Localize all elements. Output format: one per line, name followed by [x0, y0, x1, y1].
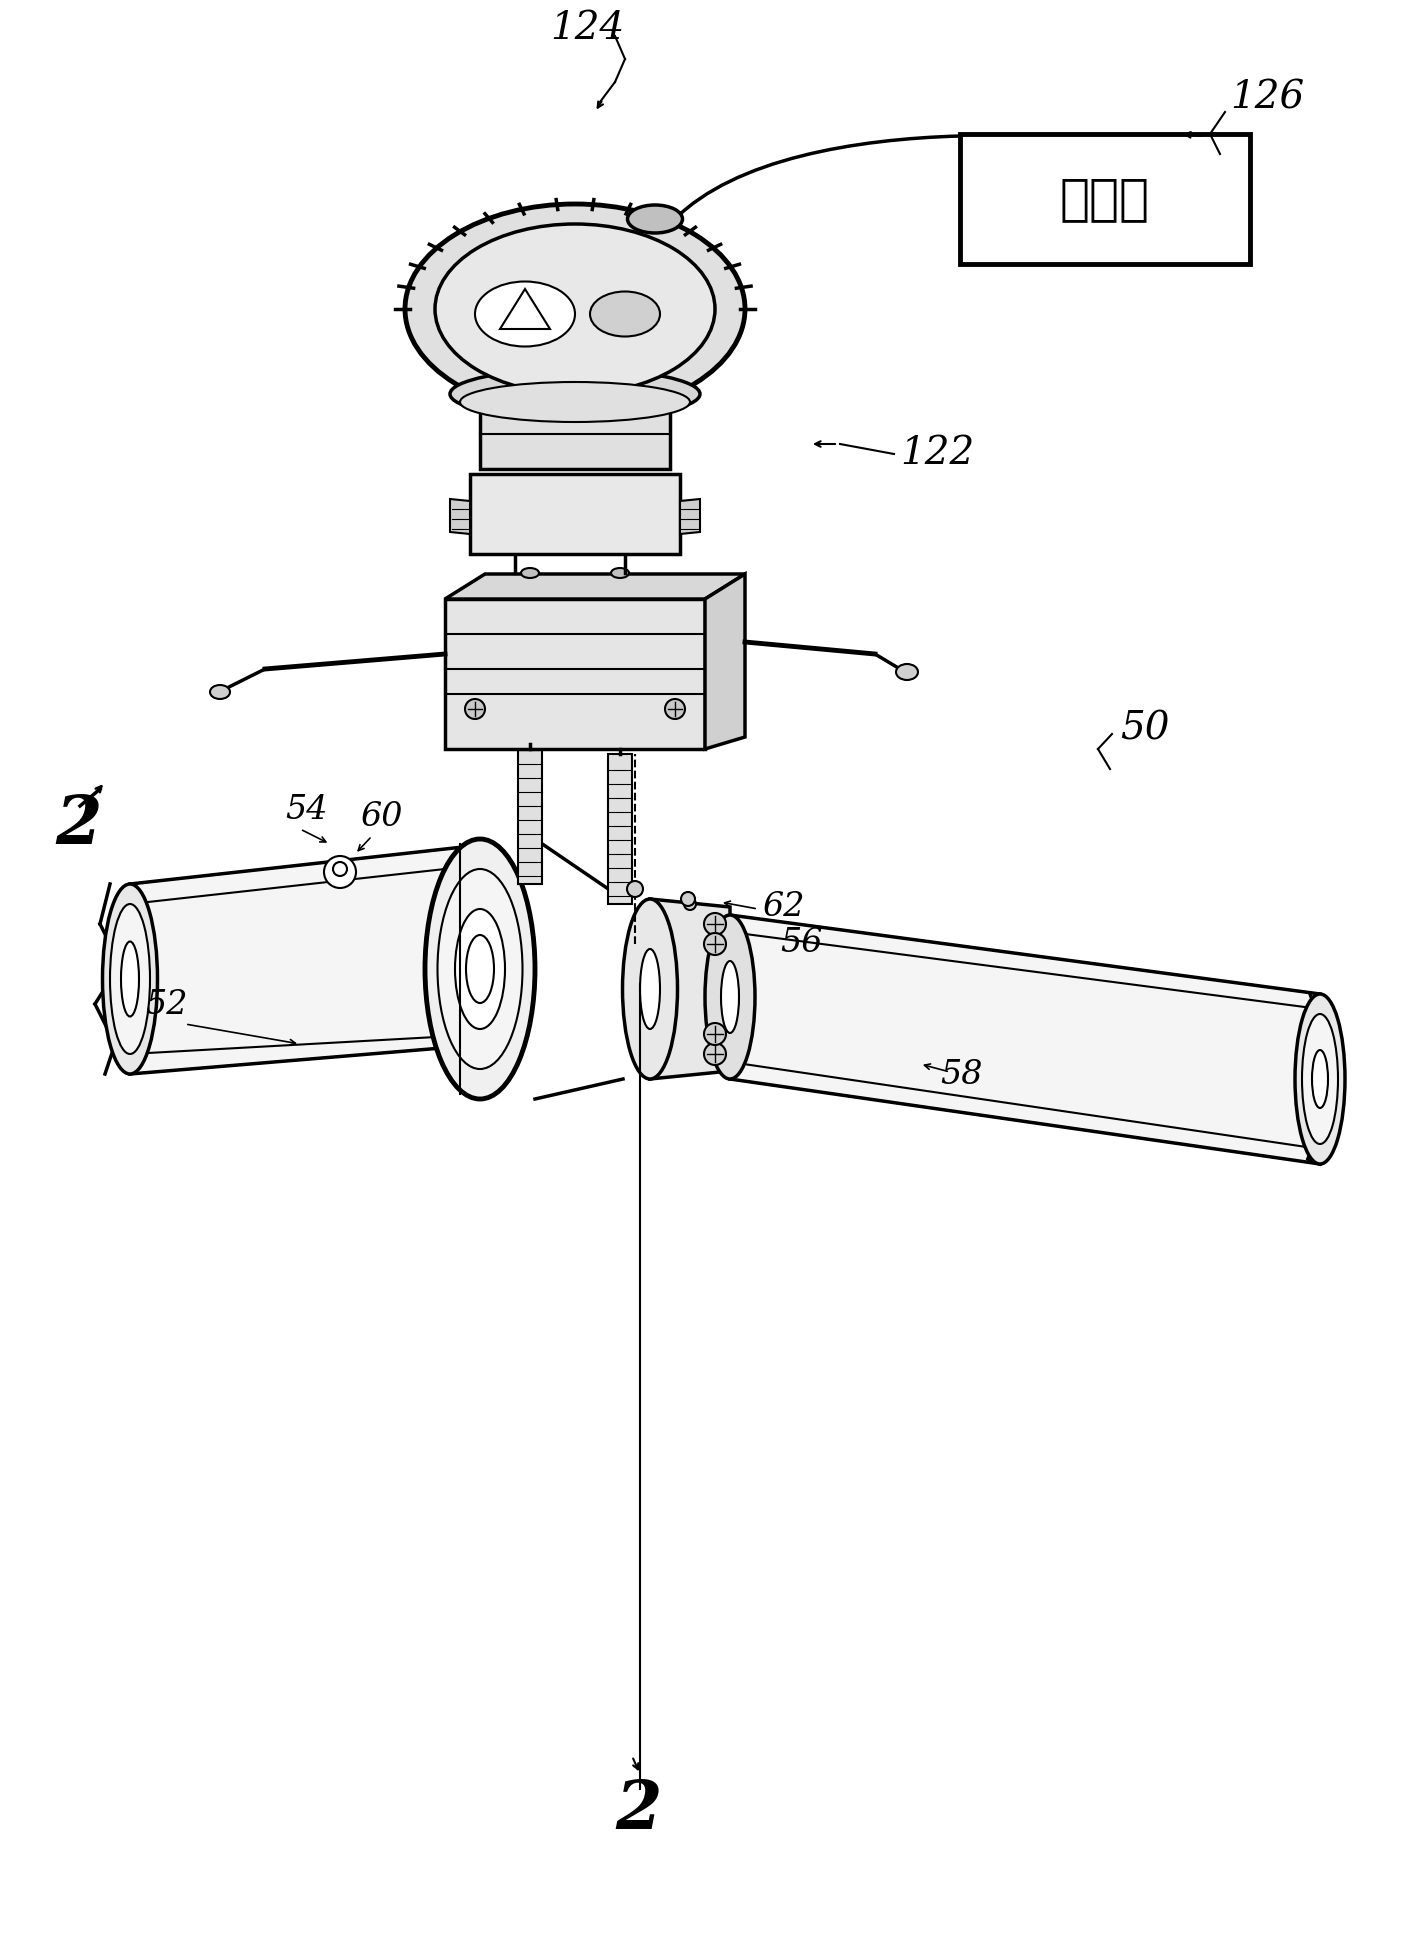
Ellipse shape	[404, 204, 746, 414]
Ellipse shape	[705, 916, 755, 1079]
Ellipse shape	[466, 935, 494, 1003]
Polygon shape	[451, 500, 470, 535]
Text: 56: 56	[781, 927, 823, 958]
Ellipse shape	[628, 881, 643, 896]
Polygon shape	[445, 599, 705, 748]
Ellipse shape	[333, 861, 347, 877]
FancyBboxPatch shape	[960, 134, 1250, 264]
Polygon shape	[730, 916, 1320, 1164]
Ellipse shape	[665, 700, 685, 719]
Ellipse shape	[703, 914, 726, 935]
Ellipse shape	[1294, 993, 1345, 1164]
Ellipse shape	[722, 960, 739, 1032]
Text: 62: 62	[762, 890, 804, 923]
Ellipse shape	[211, 684, 230, 700]
Ellipse shape	[703, 1044, 726, 1065]
Polygon shape	[480, 399, 670, 469]
Ellipse shape	[628, 204, 682, 233]
Ellipse shape	[703, 1023, 726, 1046]
Text: 122: 122	[900, 435, 974, 472]
Ellipse shape	[121, 941, 139, 1017]
Ellipse shape	[465, 700, 484, 719]
Text: 126: 126	[1230, 80, 1304, 117]
Ellipse shape	[425, 840, 535, 1098]
Text: 54: 54	[285, 793, 327, 826]
Text: 124: 124	[550, 10, 625, 47]
Text: 计算机: 计算机	[1060, 175, 1150, 224]
Polygon shape	[518, 745, 542, 885]
Ellipse shape	[110, 904, 150, 1054]
Ellipse shape	[451, 369, 701, 420]
Ellipse shape	[324, 855, 357, 888]
Polygon shape	[650, 898, 730, 1079]
Text: 2: 2	[55, 793, 101, 857]
Text: 52: 52	[145, 989, 188, 1021]
Ellipse shape	[703, 933, 726, 955]
Polygon shape	[680, 500, 701, 535]
Ellipse shape	[455, 910, 505, 1028]
Text: 2: 2	[615, 1779, 661, 1843]
Polygon shape	[705, 573, 746, 748]
Ellipse shape	[622, 898, 678, 1079]
Ellipse shape	[896, 665, 918, 680]
Polygon shape	[445, 573, 746, 599]
Ellipse shape	[640, 949, 660, 1028]
Polygon shape	[131, 844, 490, 1073]
Ellipse shape	[611, 568, 629, 577]
Ellipse shape	[681, 892, 695, 906]
Text: 58: 58	[941, 1059, 983, 1091]
Polygon shape	[470, 474, 680, 554]
Text: 60: 60	[359, 801, 403, 832]
Text: 50: 50	[1120, 710, 1170, 746]
Ellipse shape	[590, 292, 660, 336]
Ellipse shape	[435, 224, 715, 395]
Ellipse shape	[461, 383, 689, 422]
Ellipse shape	[102, 885, 157, 1073]
Ellipse shape	[521, 568, 539, 577]
Ellipse shape	[1302, 1015, 1338, 1143]
Polygon shape	[608, 754, 632, 904]
Ellipse shape	[438, 869, 522, 1069]
Ellipse shape	[1311, 1050, 1328, 1108]
Ellipse shape	[475, 282, 576, 346]
Ellipse shape	[684, 898, 696, 910]
